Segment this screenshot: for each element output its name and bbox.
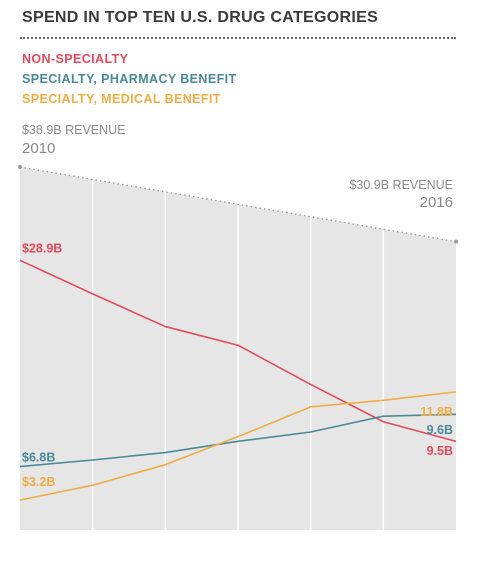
revenue-2010-year: 2010 <box>22 140 55 157</box>
label-end-non-specialty: 9.5B <box>427 444 453 458</box>
label-start-specialty-pharmacy: $6.8B <box>22 451 55 465</box>
total-revenue-point-2016 <box>454 239 458 244</box>
label-start-specialty-medical: $3.2B <box>22 475 55 489</box>
label-end-specialty-pharmacy: 9.6B <box>427 423 453 437</box>
legend-non-specialty: NON-SPECIALTY <box>22 52 129 66</box>
label-start-non-specialty: $28.9B <box>22 241 62 255</box>
total-revenue-point-2010 <box>18 165 22 169</box>
label-end-specialty-medical: 11.8B <box>420 405 453 419</box>
total-revenue-line <box>19 166 457 243</box>
revenue-2016-label: $30.9B REVENUE <box>349 178 453 192</box>
revenue-2016-year: 2016 <box>420 194 453 211</box>
chart-title: SPEND IN TOP TEN U.S. DRUG CATEGORIES <box>22 9 379 26</box>
legend-specialty-pharmacy: SPECIALTY, PHARMACY BENEFIT <box>22 72 237 86</box>
revenue-2010-label: $38.9B REVENUE <box>22 123 126 137</box>
title-divider <box>20 37 456 39</box>
legend-specialty-medical: SPECIALTY, MEDICAL BENEFIT <box>22 92 221 106</box>
